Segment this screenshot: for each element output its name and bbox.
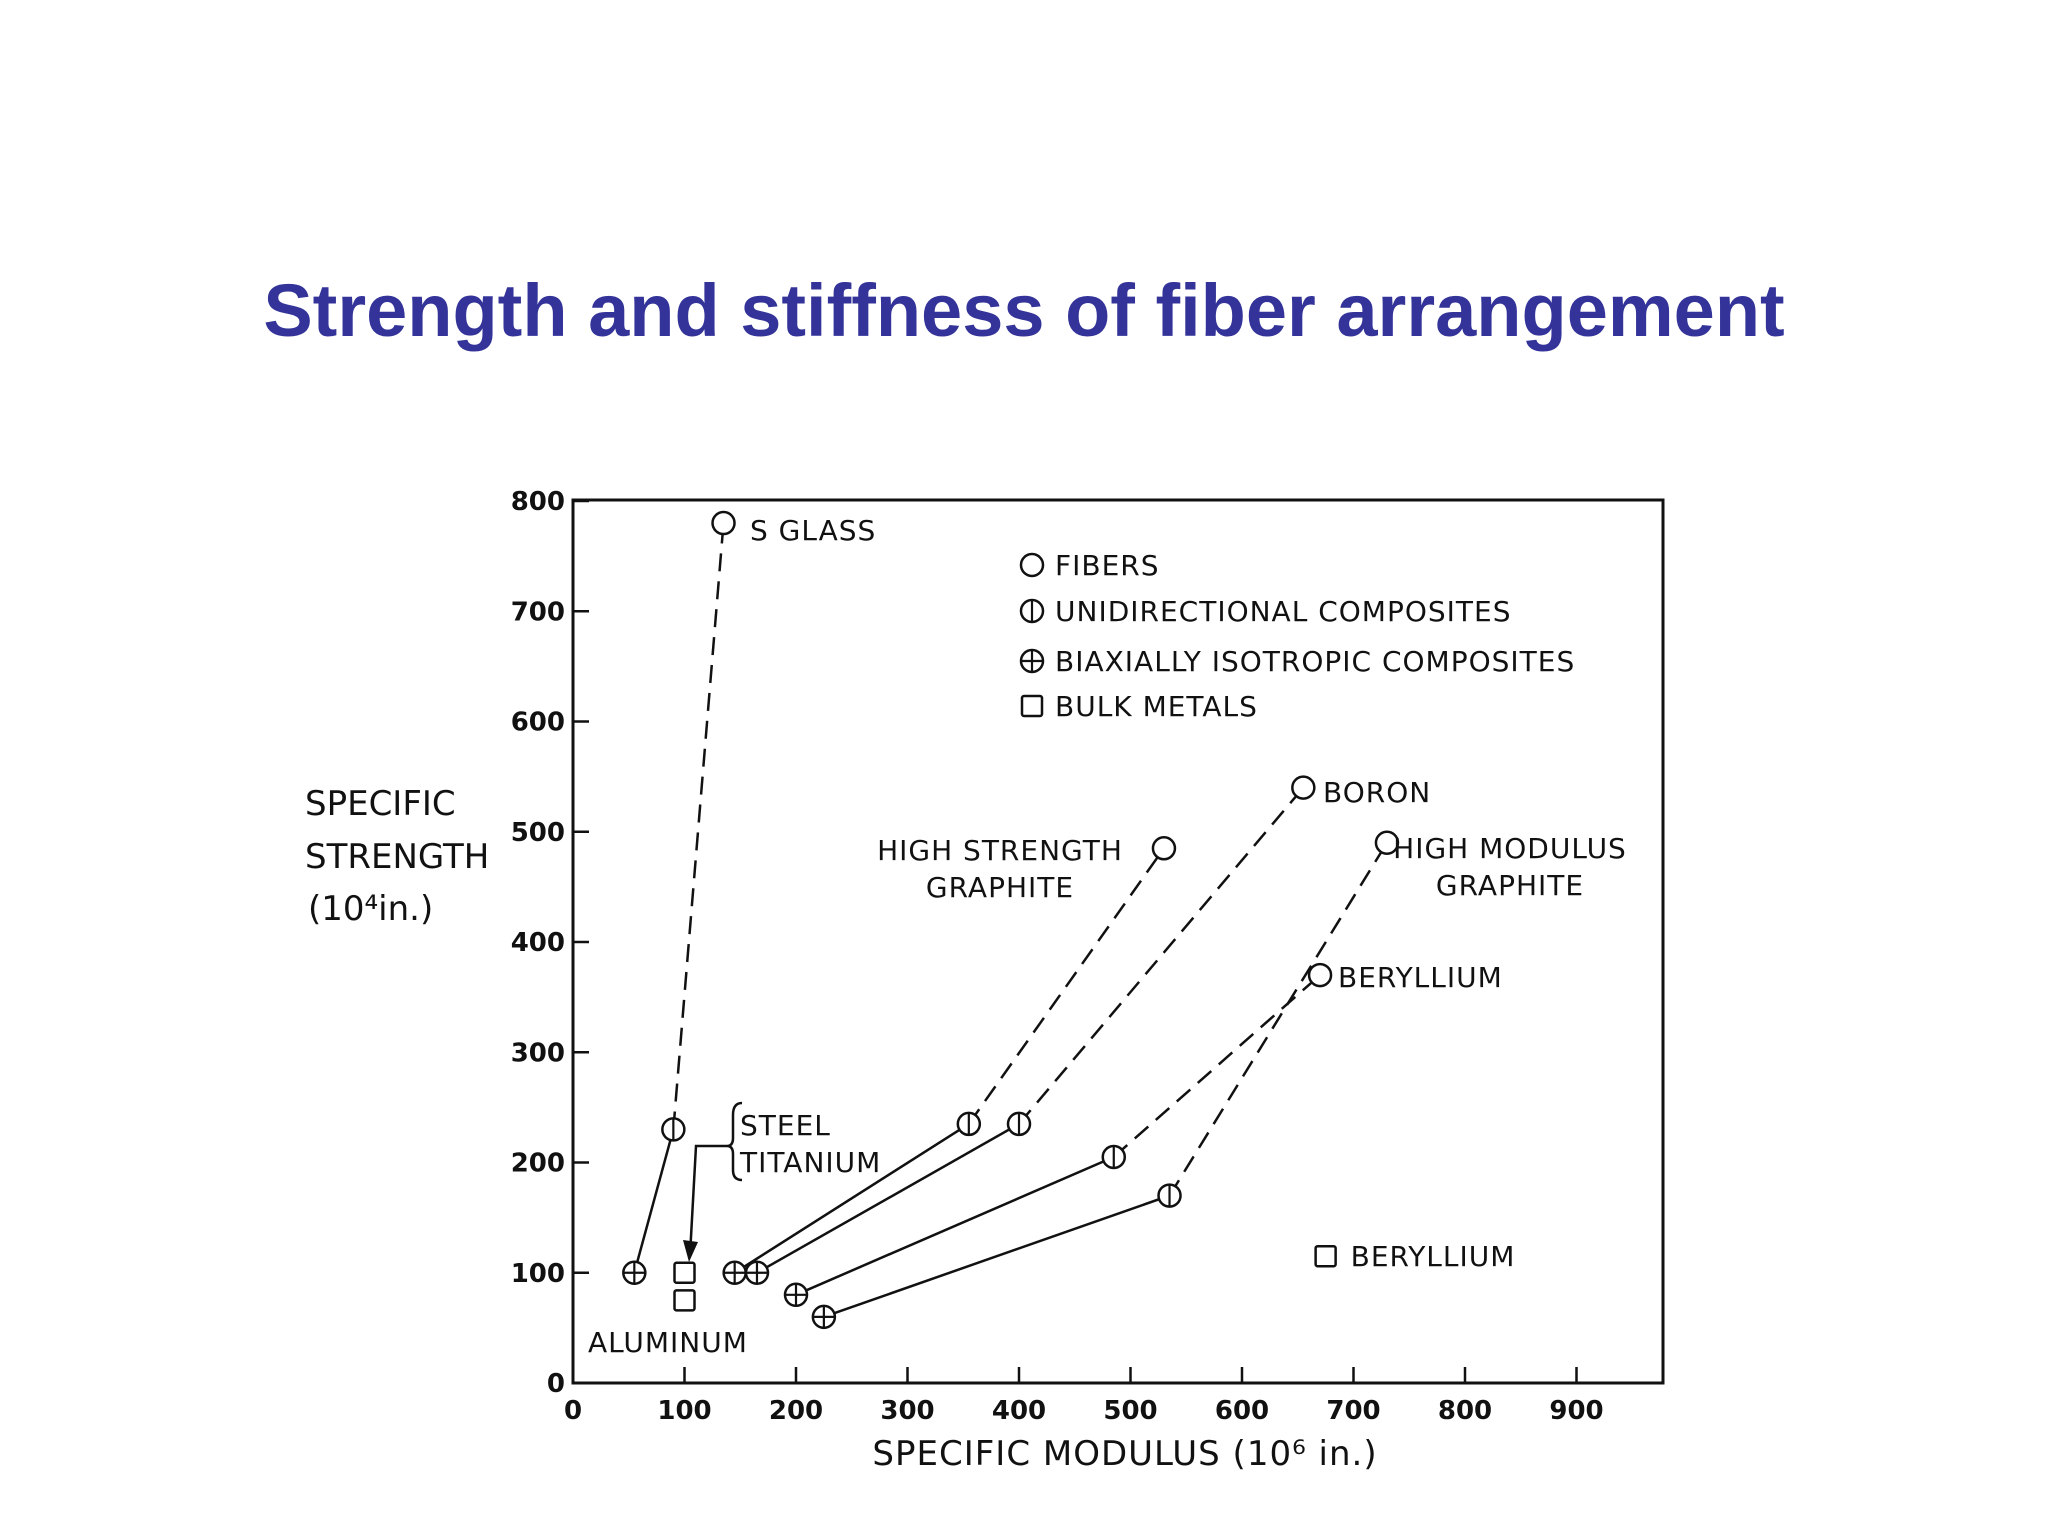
x-tick-label: 900 xyxy=(1549,1396,1603,1426)
marker-unidirectional xyxy=(1101,1144,1127,1170)
bulk-metal-label: BERYLLIUM xyxy=(1351,1240,1516,1273)
y-tick-label: 800 xyxy=(511,487,565,517)
series-label: BERYLLIUM xyxy=(1338,961,1503,994)
x-tick-label: 500 xyxy=(1103,1396,1157,1426)
y-tick-label: 700 xyxy=(511,597,565,627)
series-solid-line xyxy=(633,1129,675,1274)
series-label: S GLASS xyxy=(750,514,876,547)
legend: FIBERS UNIDIRECTIONAL COMPOSITES BIAXIALLY… xyxy=(1019,549,1575,723)
annotation-steel: STEEL xyxy=(740,1109,831,1142)
bulk-metal-square xyxy=(673,1289,696,1312)
series-dashed-line xyxy=(1018,786,1305,1125)
marker-biaxial xyxy=(722,1260,747,1285)
y-tick-label: 100 xyxy=(511,1259,565,1289)
marker-unidirectional xyxy=(1019,598,1045,624)
marker-biaxial xyxy=(744,1260,770,1285)
series-solid-line xyxy=(795,1155,1115,1296)
marker-bulk xyxy=(673,1261,696,1284)
marker-fiber xyxy=(711,510,736,536)
y-tick-label: 500 xyxy=(511,818,565,848)
marker-bulk xyxy=(1020,694,1044,718)
series: HIGH MODULUS GRAPHITE xyxy=(811,830,1627,1330)
series: HIGH STRENGTH GRAPHITE xyxy=(722,834,1177,1285)
y-axis-label-line-1: SPECIFIC xyxy=(305,784,456,824)
axis-labels: SPECIFIC MODULUS (10⁶ in.) SPECIFIC STRE… xyxy=(305,784,1377,1474)
y-axis-label-line-3: (10⁴in.) xyxy=(308,889,433,929)
page-title: Strength and stiffness of fiber arrangem… xyxy=(263,269,1785,352)
legend-entry: FIBERS xyxy=(1055,549,1160,582)
marker-fiber xyxy=(1374,830,1400,856)
y-tick-label: 400 xyxy=(511,928,565,958)
legend-entry: BULK METALS xyxy=(1055,690,1258,723)
bulk-metal-square xyxy=(1020,694,1044,718)
marker-circle xyxy=(1374,830,1400,856)
bulk-metal-square xyxy=(1314,1244,1337,1268)
marker-unidirectional xyxy=(1157,1183,1182,1208)
series: BERYLLIUM xyxy=(783,961,1503,1308)
marker-biaxial xyxy=(1019,648,1045,674)
marker-fiber xyxy=(1019,552,1045,578)
series-solid-line xyxy=(823,1194,1170,1319)
steel-titanium-leader xyxy=(688,1144,727,1256)
series: S GLASS xyxy=(622,510,876,1285)
y-tick-label: 0 xyxy=(547,1369,565,1399)
y-tick-label: 600 xyxy=(511,708,565,738)
marker-bulk xyxy=(673,1289,696,1312)
marker-circle xyxy=(1019,552,1045,578)
x-tick-label: 600 xyxy=(1215,1396,1269,1426)
marker-biaxial xyxy=(783,1282,809,1308)
x-tick-label: 200 xyxy=(769,1396,823,1426)
x-tick-label: 100 xyxy=(657,1396,711,1426)
x-tick-label: 0 xyxy=(564,1396,582,1426)
annotation-titanium: TITANIUM xyxy=(739,1146,881,1179)
legend-entry: UNIDIRECTIONAL COMPOSITES xyxy=(1055,595,1511,628)
series-solid-line xyxy=(756,1122,1020,1274)
y-tick-label: 300 xyxy=(511,1038,565,1068)
series-label: GRAPHITE xyxy=(1436,869,1584,902)
marker-circle xyxy=(1291,775,1316,800)
marker-circle xyxy=(711,510,736,536)
series-label: BORON xyxy=(1323,776,1431,809)
marker-circle xyxy=(1151,836,1177,861)
marker-bulk xyxy=(1314,1244,1337,1268)
marker-fiber xyxy=(1307,962,1333,988)
series-dashed-line xyxy=(672,522,725,1130)
x-tick-label: 300 xyxy=(880,1396,934,1426)
marker-unidirectional xyxy=(1006,1111,1032,1137)
axis-ticks: 0 100 200 300 400 500 600 700 800 0 100 200 300 400 50… xyxy=(511,487,1604,1426)
series-label: HIGH STRENGTH xyxy=(877,834,1123,867)
series-dashed-line xyxy=(1168,842,1389,1197)
y-tick-label: 200 xyxy=(511,1149,565,1179)
marker-unidirectional xyxy=(956,1111,982,1137)
marker-biaxial xyxy=(622,1260,647,1285)
x-tick-label: 800 xyxy=(1438,1396,1492,1426)
series-dashed-line xyxy=(967,847,1165,1125)
series-solid-line xyxy=(734,1122,970,1274)
series: BORON xyxy=(744,775,1431,1285)
legend-entry: BIAXIALLY ISOTROPIC COMPOSITES xyxy=(1055,645,1575,678)
marker-biaxial xyxy=(811,1304,837,1330)
series-dashed-line xyxy=(1112,974,1321,1158)
marker-fiber xyxy=(1151,836,1177,861)
marker-fiber xyxy=(1291,775,1316,800)
x-tick-label: 700 xyxy=(1326,1396,1380,1426)
series-label: GRAPHITE xyxy=(926,871,1074,904)
marker-unidirectional xyxy=(661,1117,686,1142)
annotations: STEEL TITANIUM ALUMINUM xyxy=(588,1101,881,1359)
steel-titanium-arrowhead xyxy=(683,1240,698,1262)
bulk-metals-group: BERYLLIUM xyxy=(673,1240,1516,1312)
y-axis-label-line-2: STRENGTH xyxy=(305,837,489,877)
marker-circle xyxy=(1307,962,1333,988)
series-label: HIGH MODULUS xyxy=(1393,832,1627,865)
x-tick-label: 400 xyxy=(992,1396,1046,1426)
series-group: S GLASS HIGH STRENGTH GRAPHITE BORON BERYLLI… xyxy=(622,510,1627,1330)
bulk-metal-square xyxy=(673,1261,696,1284)
x-axis-label: SPECIFIC MODULUS (10⁶ in.) xyxy=(872,1434,1377,1474)
annotation-aluminum: ALUMINUM xyxy=(588,1326,748,1359)
